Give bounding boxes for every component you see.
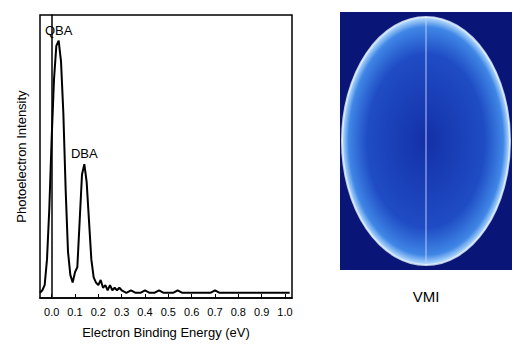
- svg-text:0.9: 0.9: [254, 306, 269, 318]
- svg-text:0.7: 0.7: [207, 306, 222, 318]
- svg-text:Photoelectron Intensity: Photoelectron Intensity: [14, 90, 29, 223]
- svg-text:Electron Binding Energy (eV): Electron Binding Energy (eV): [82, 325, 250, 340]
- svg-text:DBA: DBA: [71, 146, 98, 161]
- svg-text:QBA: QBA: [45, 23, 73, 38]
- svg-text:0.2: 0.2: [91, 306, 106, 318]
- svg-text:0.5: 0.5: [161, 306, 176, 318]
- svg-text:VMI: VMI: [413, 288, 440, 305]
- svg-text:0.8: 0.8: [231, 306, 246, 318]
- svg-text:1.0: 1.0: [277, 306, 292, 318]
- svg-text:0.6: 0.6: [184, 306, 199, 318]
- svg-text:0.1: 0.1: [67, 306, 82, 318]
- svg-text:0.3: 0.3: [114, 306, 129, 318]
- svg-text:0.4: 0.4: [137, 306, 152, 318]
- svg-text:0.0: 0.0: [44, 306, 59, 318]
